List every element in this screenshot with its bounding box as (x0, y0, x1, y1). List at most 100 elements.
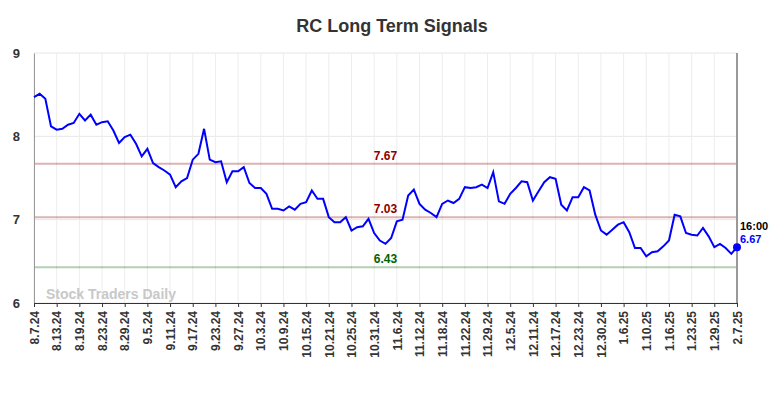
grid-line (34, 303, 737, 304)
tick-mark (578, 303, 579, 307)
tick-mark (556, 303, 557, 307)
tick: 11.22.24 (459, 303, 473, 357)
tick-mark (283, 303, 284, 307)
tick-mark (465, 303, 466, 307)
grid-line (668, 53, 669, 303)
tick-mark (692, 303, 693, 307)
tick: 11.12.24 (413, 303, 427, 357)
tick: 12.30.24 (595, 303, 609, 358)
grid-line (170, 53, 171, 303)
tick-label: 12.5.24 (504, 311, 518, 351)
tick-label: 9 (13, 46, 20, 61)
grid-line (464, 53, 465, 303)
grid-line (283, 53, 284, 303)
reference-line (34, 216, 737, 218)
tick-label: 9.11.24 (164, 311, 178, 351)
tick-mark (102, 303, 103, 307)
tick-label: 2.7.25 (731, 311, 745, 345)
tick: 9.23.24 (209, 303, 223, 351)
title: RC Long Term Signals (296, 16, 488, 36)
tick: 11.6.24 (391, 303, 405, 350)
tick: 9.11.24 (164, 303, 178, 350)
tick: 8.23.24 (96, 303, 110, 351)
tick: 12.5.24 (504, 303, 518, 351)
tick-mark (125, 303, 126, 307)
tick-mark (737, 303, 738, 307)
tick-label: 9.23.24 (209, 311, 223, 351)
tick: 12.23.24 (572, 303, 586, 358)
reference-label: 7.03 (374, 202, 398, 216)
tick-mark (510, 303, 511, 307)
line (34, 94, 737, 257)
grid-line (306, 53, 307, 303)
tick: 8.19.24 (73, 303, 87, 351)
tick: 7 (13, 212, 34, 227)
reference-line (34, 163, 737, 165)
grid-line (487, 53, 488, 303)
grid-line (646, 53, 647, 303)
tick-mark (533, 303, 534, 307)
x-axis: 8.7.248.13.248.19.248.23.248.29.249.5.24… (28, 303, 745, 358)
tick-mark (238, 303, 239, 307)
grid (34, 53, 737, 303)
watermark: Stock Traders Daily (46, 286, 176, 302)
tick: 1.16.25 (663, 303, 677, 351)
grid-line (510, 53, 511, 303)
grid-line (419, 53, 420, 303)
reference-lines (34, 164, 737, 267)
tick: 10.3.24 (254, 303, 268, 351)
tick: 8.7.24 (28, 303, 42, 344)
tick-label: 8.7.24 (28, 311, 42, 345)
tick: 12.17.24 (549, 303, 563, 358)
grid-line (328, 53, 329, 303)
tick-mark (261, 303, 262, 307)
tick-label: 11.6.24 (391, 311, 405, 351)
tick-label: 12.11.24 (527, 311, 541, 357)
tick: 9.17.24 (186, 303, 200, 351)
tick: 11.29.24 (481, 303, 495, 357)
tick-mark (397, 303, 398, 307)
tick: 10.25.24 (345, 303, 359, 358)
tick: 10.31.24 (368, 303, 382, 358)
tick-label: 10.9.24 (277, 311, 291, 351)
tick-mark (624, 303, 625, 307)
tick-mark (420, 303, 421, 307)
tick-label: 7 (13, 212, 20, 227)
grid-line (260, 53, 261, 303)
grid-line (34, 219, 737, 220)
tick-label: 6 (13, 296, 20, 311)
grid-line (79, 53, 80, 303)
tick-mark (34, 303, 35, 307)
tick: 10.9.24 (277, 303, 291, 351)
tick-label: 1.23.25 (685, 311, 699, 351)
last-time: 16:00 (740, 220, 768, 232)
tick-label: 11.29.24 (481, 311, 495, 357)
plot-border (736, 53, 738, 303)
tick-label: 12.30.24 (595, 311, 609, 358)
tick-label: 11.22.24 (459, 311, 473, 357)
tick-label: 10.15.24 (300, 311, 314, 358)
tick: 10.15.24 (300, 303, 314, 358)
tick: 2.7.25 (731, 303, 745, 344)
tick-label: 8.13.24 (50, 311, 64, 351)
tick: 8.13.24 (50, 303, 64, 351)
grid-line (351, 53, 352, 303)
reference-label: 6.43 (374, 252, 398, 266)
tick: 11.18.24 (436, 303, 450, 357)
tick: 1.29.25 (708, 303, 722, 351)
grid-line (714, 53, 715, 303)
grid-line (102, 53, 103, 303)
tick-mark (646, 303, 647, 307)
tick-mark (714, 303, 715, 307)
tick-label: 8.19.24 (73, 311, 87, 351)
tick-label: 8.23.24 (96, 311, 110, 351)
tick-label: 10.25.24 (345, 311, 359, 358)
tick-label: 12.17.24 (549, 311, 563, 358)
tick: 8.29.24 (118, 303, 132, 351)
tick-label: 8.29.24 (118, 311, 132, 351)
grid-line (34, 136, 737, 137)
grid-line (623, 53, 624, 303)
tick-label: 10.3.24 (254, 311, 268, 351)
tick-label: 11.12.24 (413, 311, 427, 357)
tick-mark (669, 303, 670, 307)
